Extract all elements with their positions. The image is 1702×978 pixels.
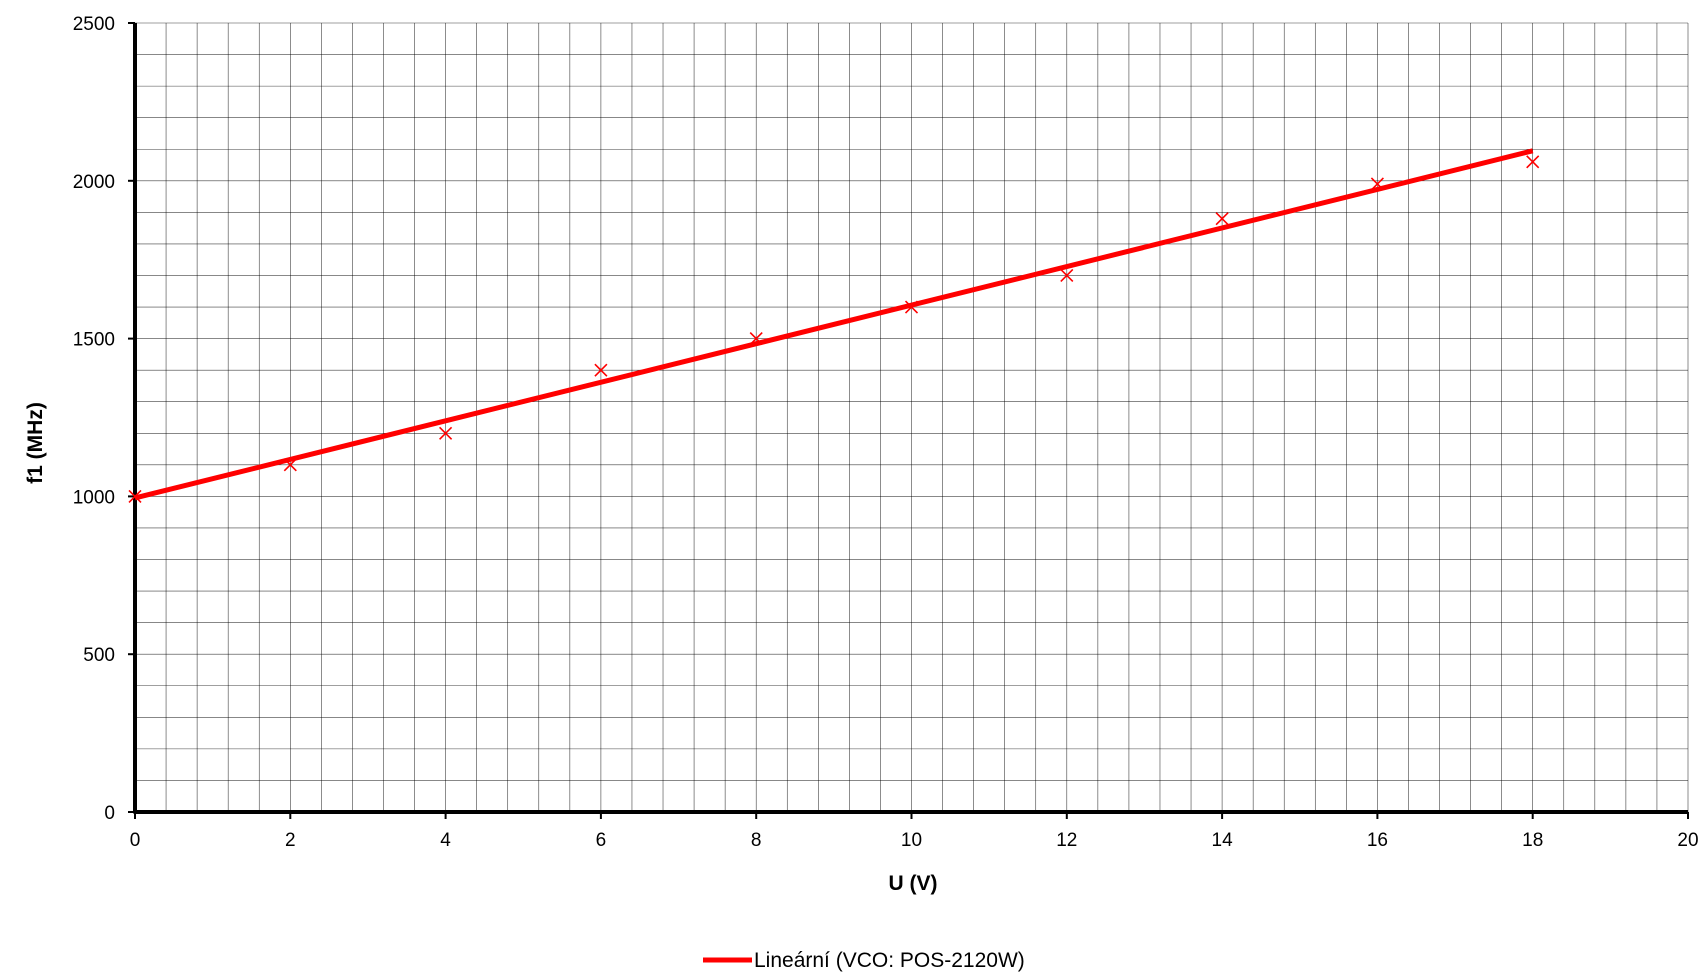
- data-point: [1060, 268, 1074, 283]
- x-tick-label: 18: [1522, 830, 1543, 851]
- data-point-stroke: [1215, 212, 1229, 226]
- tick-labels: 0 2 4 6 8 10 12 14 16 18 20 0 500 1000 1500 2000 2500: [73, 14, 1699, 851]
- y-tick-label: 2500: [73, 14, 115, 35]
- y-tick-label: 1500: [73, 330, 115, 351]
- legend: Lineární (VCO: POS-2120W): [703, 949, 1025, 972]
- data-point-stroke: [1060, 268, 1074, 283]
- x-tick-label: 4: [440, 830, 451, 851]
- data-point: [439, 426, 453, 440]
- y-axis-title: f1 (MHz): [24, 402, 47, 484]
- x-tick-label: 0: [130, 830, 141, 851]
- x-tick-label: 2: [285, 830, 296, 851]
- y-tick-label: 1000: [73, 487, 115, 508]
- data-point-stroke: [439, 426, 453, 440]
- y-tick-label: 2000: [73, 172, 115, 193]
- x-tick-label: 8: [751, 830, 762, 851]
- x-tick-label: 6: [596, 830, 607, 851]
- legend-label: Lineární (VCO: POS-2120W): [754, 949, 1025, 972]
- grid: [134, 22, 1689, 813]
- data-point-stroke: [594, 363, 608, 377]
- series: [128, 148, 1540, 503]
- x-tick-label: 20: [1677, 830, 1698, 851]
- x-tick-label: 12: [1056, 830, 1077, 851]
- x-tick-label: 16: [1367, 830, 1388, 851]
- x-axis-title: U (V): [889, 872, 938, 895]
- y-tick-label: 500: [83, 645, 115, 666]
- data-point: [594, 363, 608, 377]
- x-tick-label: 14: [1212, 830, 1234, 851]
- trendline: [134, 148, 1534, 501]
- axes: [128, 22, 1689, 819]
- y-tick-label: 0: [104, 803, 115, 824]
- x-tick-label: 10: [901, 830, 922, 851]
- data-point: [1526, 155, 1540, 169]
- data-point: [1215, 212, 1229, 226]
- data-point-stroke: [1526, 155, 1540, 169]
